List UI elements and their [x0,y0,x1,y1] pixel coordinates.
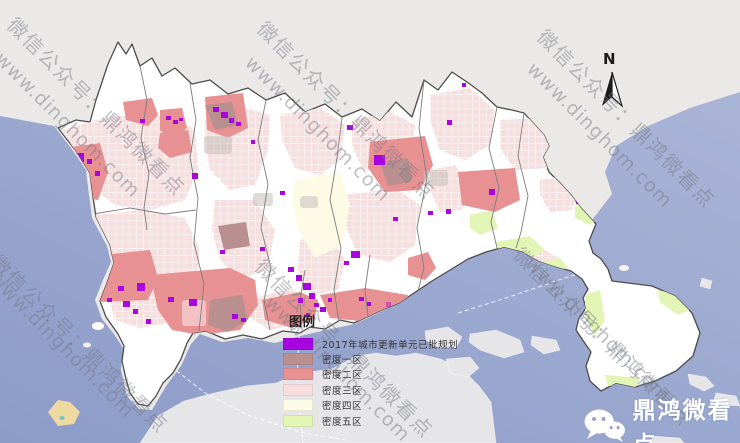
legend: 图例 2017年城市更新单元已批规划 密度一区 密度二区 密度三区 密度四区 密… [283,311,458,428]
legend-label: 2017年城市更新单元已批规划 [322,339,459,351]
district-boundaries [92,65,529,332]
legend-item-density1: 密度一区 [283,351,458,366]
legend-label: 密度五区 [322,416,363,428]
legend-swatch-density1 [283,353,313,366]
north-label: N [603,50,617,68]
north-arrow-icon [602,71,624,108]
legend-swatch-renewal [283,337,313,350]
legend-swatch-density4 [283,399,313,412]
tan-island [48,400,80,426]
islands [48,226,629,426]
legend-item-density3: 密度三区 [283,382,458,397]
legend-label: 密度三区 [322,385,363,397]
legend-swatch-density5 [283,414,313,427]
legend-swatch-density3 [283,383,313,396]
hongkong-land [139,277,740,443]
wechat-icon [584,409,625,443]
legend-swatch-density2 [283,368,313,381]
legend-item-density2: 密度二区 [283,367,458,382]
sea [0,92,740,443]
legend-title: 图例 [289,315,316,330]
legend-label: 密度四区 [322,401,363,413]
logo-text: 鼎鸿微看点 [632,398,733,443]
density-zone4-areas [292,172,350,258]
legend-item-density4: 密度四区 [283,398,458,413]
legend-label: 密度二区 [322,370,363,382]
legend-item-renewal: 2017年城市更新单元已批规划 [283,336,458,351]
density-zone5-areas [470,200,690,388]
wechat-account-logo: 鼎鸿微看点 [582,391,740,443]
legend-label: 密度一区 [322,355,363,367]
legend-item-density5: 密度五区 [283,413,458,428]
